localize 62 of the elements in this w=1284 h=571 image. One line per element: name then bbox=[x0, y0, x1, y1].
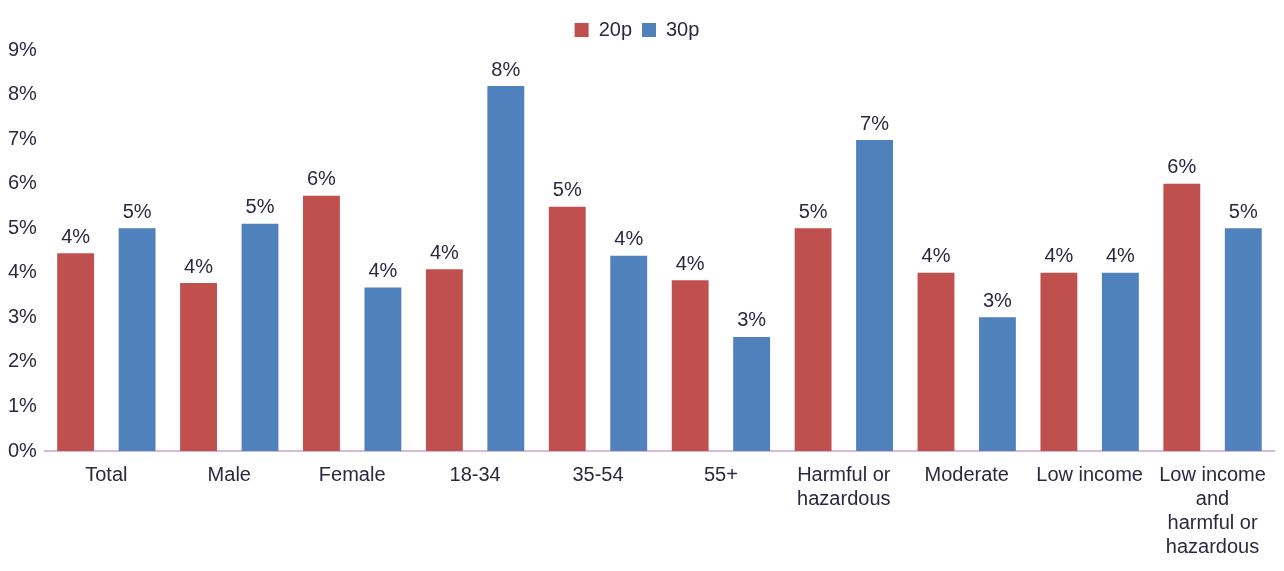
bar bbox=[425, 269, 463, 451]
data-label: 3% bbox=[737, 308, 767, 331]
bar bbox=[733, 336, 771, 451]
data-label: 5% bbox=[552, 178, 582, 201]
bar bbox=[610, 255, 648, 451]
data-label: 4% bbox=[614, 227, 644, 250]
x-tick-label: 55+ bbox=[703, 462, 738, 485]
data-label: 5% bbox=[245, 195, 275, 218]
y-tick-label: 7% bbox=[8, 126, 38, 149]
bar bbox=[303, 195, 340, 451]
y-tick-label: 4% bbox=[8, 260, 38, 283]
data-label: 5% bbox=[798, 199, 828, 222]
x-tick-label: Female bbox=[318, 462, 386, 485]
bar bbox=[671, 280, 709, 451]
data-label: 8% bbox=[491, 57, 521, 80]
data-label: 6% bbox=[307, 167, 337, 190]
bar bbox=[979, 317, 1016, 451]
data-label: 3% bbox=[983, 288, 1013, 311]
legend-label: 30p bbox=[666, 17, 700, 40]
x-tick-label: Male bbox=[207, 462, 251, 485]
data-label: 5% bbox=[122, 199, 152, 222]
y-tick-label: 1% bbox=[8, 393, 38, 416]
data-label: 4% bbox=[921, 244, 951, 267]
bar bbox=[241, 223, 279, 451]
bar bbox=[364, 287, 402, 451]
x-tick-label: Harmful or hazardous bbox=[797, 462, 891, 509]
bar bbox=[1163, 183, 1201, 451]
data-label: 6% bbox=[1167, 155, 1197, 178]
bar bbox=[180, 283, 217, 451]
data-label: 4% bbox=[1105, 244, 1136, 267]
y-tick-label: 8% bbox=[8, 82, 38, 105]
y-tick-label: 9% bbox=[8, 37, 38, 60]
data-label: 4% bbox=[61, 224, 91, 247]
bar bbox=[1040, 272, 1078, 451]
x-tick-label: Moderate bbox=[924, 462, 1009, 485]
x-tick-label: Low income and harmful or hazardous bbox=[1159, 462, 1266, 557]
bar bbox=[1101, 272, 1139, 451]
bar bbox=[487, 86, 525, 451]
data-label: 4% bbox=[429, 240, 460, 263]
data-label: 4% bbox=[184, 254, 214, 277]
x-tick-label: 35-54 bbox=[572, 462, 624, 485]
y-tick-label: 3% bbox=[8, 304, 38, 327]
data-label: 4% bbox=[675, 251, 705, 274]
bar bbox=[856, 140, 893, 451]
x-tick-label: Total bbox=[85, 462, 128, 485]
legend-label: 20p bbox=[598, 17, 633, 40]
bar bbox=[917, 272, 955, 451]
data-label: 4% bbox=[368, 259, 398, 281]
x-tick-label: Low income bbox=[1036, 462, 1143, 485]
y-tick-label: 0% bbox=[8, 438, 38, 461]
bar bbox=[57, 253, 95, 451]
y-tick-label: 5% bbox=[8, 215, 38, 238]
data-label: 5% bbox=[1228, 199, 1258, 222]
y-tick-label: 6% bbox=[8, 171, 38, 194]
bar bbox=[794, 228, 832, 451]
y-tick-label: 2% bbox=[8, 349, 38, 372]
bar bbox=[118, 228, 156, 451]
data-label: 4% bbox=[1044, 244, 1074, 267]
bar bbox=[548, 206, 586, 451]
bar bbox=[1224, 228, 1262, 451]
data-label: 7% bbox=[860, 111, 890, 134]
x-tick-label: 18-34 bbox=[449, 462, 501, 485]
